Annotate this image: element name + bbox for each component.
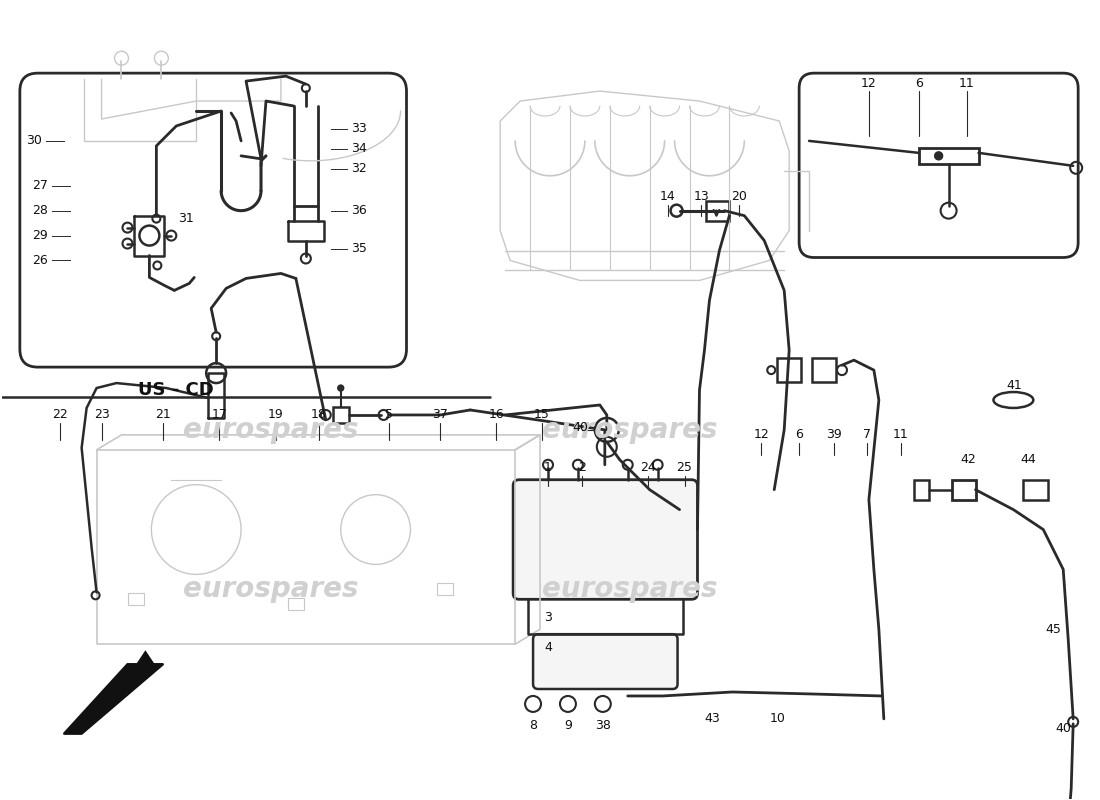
- Text: eurospares: eurospares: [542, 416, 717, 444]
- Text: 3: 3: [544, 610, 552, 624]
- Text: 13: 13: [694, 190, 710, 203]
- Text: 15: 15: [535, 409, 550, 422]
- Text: eurospares: eurospares: [184, 416, 359, 444]
- FancyBboxPatch shape: [20, 73, 407, 367]
- Text: 28: 28: [32, 204, 47, 217]
- Text: 1: 1: [544, 462, 552, 474]
- Text: 20: 20: [732, 190, 747, 203]
- Text: 6: 6: [915, 77, 923, 90]
- Text: 34: 34: [351, 142, 366, 155]
- Text: 10: 10: [769, 712, 785, 726]
- Text: 40: 40: [572, 422, 587, 434]
- Text: 9: 9: [564, 719, 572, 732]
- Text: 41: 41: [1006, 378, 1022, 391]
- Text: 27: 27: [32, 179, 47, 192]
- Text: 12: 12: [861, 77, 877, 90]
- Circle shape: [338, 385, 343, 391]
- Text: 29: 29: [32, 229, 47, 242]
- Text: 45: 45: [1045, 622, 1062, 636]
- Text: 23: 23: [94, 409, 109, 422]
- Text: 16: 16: [488, 409, 504, 422]
- Text: 31: 31: [178, 212, 194, 225]
- Text: 35: 35: [351, 242, 366, 255]
- Text: 24: 24: [640, 462, 656, 474]
- Text: 22: 22: [52, 409, 67, 422]
- Text: 5: 5: [385, 409, 393, 422]
- FancyBboxPatch shape: [534, 634, 678, 689]
- Text: 17: 17: [211, 409, 227, 422]
- Text: 38: 38: [595, 719, 610, 732]
- Text: US - CD: US - CD: [139, 381, 214, 399]
- Text: eurospares: eurospares: [542, 575, 717, 603]
- Text: 12: 12: [754, 428, 769, 442]
- Text: 39: 39: [826, 428, 842, 442]
- Text: 19: 19: [268, 409, 284, 422]
- Text: 44: 44: [1021, 454, 1036, 466]
- Text: 6: 6: [795, 428, 803, 442]
- Text: 11: 11: [959, 77, 975, 90]
- Text: 21: 21: [155, 409, 172, 422]
- Polygon shape: [64, 652, 163, 734]
- Text: 33: 33: [351, 122, 366, 135]
- Text: 32: 32: [351, 162, 366, 175]
- Circle shape: [935, 152, 943, 160]
- FancyBboxPatch shape: [513, 480, 697, 599]
- Text: 8: 8: [529, 719, 537, 732]
- Text: 18: 18: [311, 409, 327, 422]
- Text: 11: 11: [893, 428, 909, 442]
- Text: 43: 43: [705, 712, 720, 726]
- Text: 40: 40: [1055, 722, 1071, 735]
- Text: 4: 4: [544, 641, 552, 654]
- Text: 30: 30: [26, 134, 42, 147]
- Text: 26: 26: [32, 254, 47, 267]
- Text: 2: 2: [578, 462, 586, 474]
- Text: 14: 14: [660, 190, 675, 203]
- Text: eurospares: eurospares: [184, 575, 359, 603]
- Text: 37: 37: [432, 409, 449, 422]
- Text: 36: 36: [351, 204, 366, 217]
- Text: 7: 7: [862, 428, 871, 442]
- Text: 42: 42: [960, 454, 977, 466]
- Text: 25: 25: [676, 462, 693, 474]
- FancyBboxPatch shape: [799, 73, 1078, 258]
